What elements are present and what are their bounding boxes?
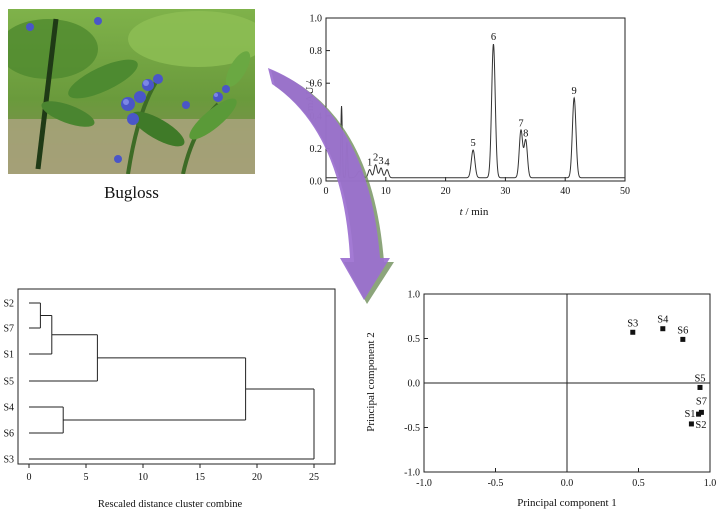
pca-point-S1 — [696, 412, 701, 417]
chromatogram-x-tick-label: 10 — [381, 186, 391, 197]
pca-plot: -1.0 -0.5 0.0 0.5 1.0 -1.0 -0.5 0.0 0.5 1.0 S3 S4 S6… — [404, 290, 716, 490]
chromatogram-axes: 0 10 20 30 40 50 0.0 0.2 0.4 0.6 0.8 1.0 — [310, 14, 631, 198]
chromatogram-y-tick-label: 0.8 — [310, 46, 323, 57]
chromatogram-x-tick-label: 20 — [441, 186, 451, 197]
dendrogram-x-tick-label: 0 — [27, 472, 32, 483]
peak-label-7: 7 — [518, 118, 523, 129]
chromatogram-x-tick-label: 40 — [560, 186, 570, 197]
dendrogram-leaf-label: S1 — [3, 350, 14, 361]
pca-x-tick-label: -0.5 — [488, 478, 504, 489]
pca-point-label: S2 — [695, 420, 706, 431]
bugloss-photo — [8, 9, 255, 174]
peak-label-1: 1 — [367, 158, 372, 169]
pca-y-tick-label: 0.5 — [408, 334, 421, 345]
pca-point-label: S1 — [684, 409, 695, 420]
dendrogram-leaf-label: S4 — [3, 403, 14, 414]
pca-x-tick-label: 1.0 — [704, 478, 717, 489]
peak-label-8: 8 — [523, 128, 528, 139]
chromatogram-x-tick-label: 0 — [324, 186, 329, 197]
dendrogram-x-tick-label: 10 — [138, 472, 148, 483]
pca-y-label: Principal component 2 — [365, 332, 377, 432]
bugloss-photo-drawing — [8, 9, 255, 174]
dendrogram-x-tick-label: 20 — [252, 472, 262, 483]
pca-point-label: S4 — [657, 315, 669, 326]
chromatogram-y-tick-label: 0.0 — [310, 177, 323, 188]
pca-y-tick-label: -0.5 — [404, 423, 420, 434]
pca-x-label: Principal component 1 — [517, 497, 617, 509]
chromatogram-x-tick-label: 30 — [500, 186, 510, 197]
dendrogram-leaf-label: S2 — [3, 299, 14, 310]
pca-point-S6 — [680, 337, 685, 342]
pca-point-S2 — [689, 421, 694, 426]
peak-label-2: 2 — [373, 153, 378, 164]
chromatogram-x-tick-label: 50 — [620, 186, 630, 197]
pca-y-tick-label: 1.0 — [408, 290, 421, 301]
pca-x-tick-label: 0.0 — [561, 478, 574, 489]
dendrogram-x-label: Rescaled distance cluster combine — [98, 499, 243, 510]
pca-point-label: S6 — [677, 325, 688, 336]
pca-point-S3 — [630, 330, 635, 335]
pca-x-tick-label: 0.5 — [632, 478, 645, 489]
chromatogram-y-tick-label: 0.2 — [310, 144, 323, 155]
pca-point-label: S5 — [694, 373, 705, 384]
chromatogram-trace — [326, 44, 625, 178]
chromatogram-y-tick-label: 0.6 — [310, 79, 323, 90]
dendrogram-leaf-label: S7 — [3, 324, 14, 335]
dendrogram-leaf-label: S3 — [3, 455, 14, 466]
arrow-body — [268, 68, 390, 300]
pca-x-tick-label: -1.0 — [416, 478, 432, 489]
chromatogram-y-label: mAU / — [304, 80, 316, 111]
pca-frame — [424, 294, 710, 472]
peak-label-6: 6 — [491, 32, 496, 43]
dendrogram-tree: S2 S7 S1 S5 S4 S6 S3 0 5 10 15 20 25 — [3, 299, 319, 484]
pca-point-label: S3 — [627, 318, 638, 329]
chromatogram-y-tick-label: 1.0 — [310, 14, 323, 25]
dendrogram-leaf-label: S6 — [3, 429, 14, 440]
peak-label-5: 5 — [470, 138, 475, 149]
pca-point-S7 — [699, 410, 704, 415]
peak-label-3: 3 — [378, 156, 383, 167]
pca-y-tick-label: 0.0 — [408, 379, 421, 390]
pca-y-tick-label: -1.0 — [404, 468, 420, 479]
pca-point-S4 — [660, 326, 665, 331]
dendrogram-frame — [18, 289, 335, 464]
chromatogram-x-label: t / min — [460, 206, 489, 218]
pca-point-label: S7 — [696, 396, 707, 407]
chromatogram-y-tick-label: 0.4 — [310, 111, 323, 122]
dendrogram-x-tick-label: 25 — [309, 472, 319, 483]
photo-caption: Bugloss — [8, 183, 255, 203]
dendrogram-leaf-label: S5 — [3, 377, 14, 388]
dendrogram-x-tick-label: 15 — [195, 472, 205, 483]
dendrogram-x-tick-label: 5 — [84, 472, 89, 483]
arrow-shadow — [271, 70, 394, 304]
pca-point-S5 — [697, 385, 702, 390]
peak-label-4: 4 — [384, 158, 390, 169]
peak-label-9: 9 — [572, 86, 577, 97]
chromatogram-frame — [326, 18, 625, 181]
chromatogram-peak-labels: 1 2 3 4 5 6 78 9 — [367, 32, 577, 169]
